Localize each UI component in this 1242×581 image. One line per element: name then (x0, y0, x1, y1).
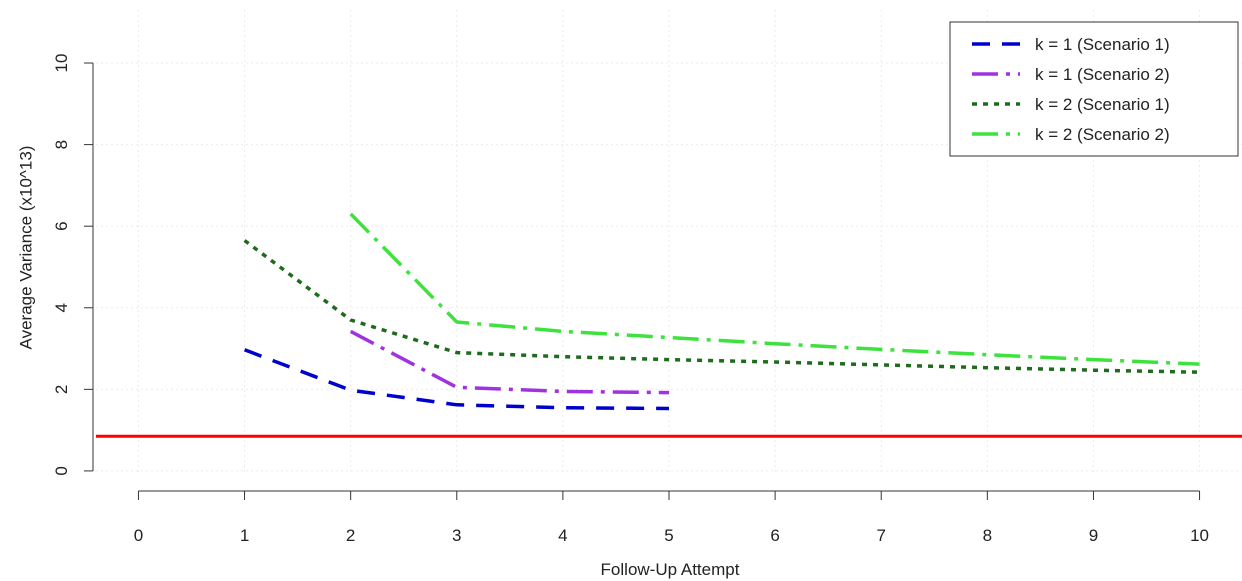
x-tick-label: 1 (240, 526, 249, 545)
legend-label-2: k = 1 (Scenario 2) (1035, 65, 1170, 84)
legend-label-3: k = 2 (Scenario 1) (1035, 95, 1170, 114)
y-tick-label: 2 (52, 385, 71, 394)
y-tick-label: 8 (52, 140, 71, 149)
x-tick-label: 5 (664, 526, 673, 545)
x-tick-label: 7 (876, 526, 885, 545)
y-tick-label: 0 (52, 466, 71, 475)
y-axis-title: Average Variance (x10^13) (16, 146, 35, 350)
series-line-3 (243, 239, 1200, 374)
series-line-2 (349, 329, 670, 395)
series-layer (243, 212, 1200, 411)
x-tick-label: 10 (1190, 526, 1209, 545)
y-tick-label: 4 (52, 303, 71, 312)
x-tick-label: 9 (1089, 526, 1098, 545)
x-axis-title: Follow-Up Attempt (601, 560, 740, 579)
x-tick-label: 2 (346, 526, 355, 545)
x-tick-label: 6 (770, 526, 779, 545)
y-tick-label: 6 (52, 221, 71, 230)
x-tick-label: 0 (134, 526, 143, 545)
legend-label-4: k = 2 (Scenario 2) (1035, 125, 1170, 144)
axes: 0 1 2 3 4 5 6 7 8 9 10 0 2 4 6 8 10 (52, 54, 1209, 545)
y-tick-label: 10 (52, 54, 71, 73)
x-tick-label: 4 (558, 526, 567, 545)
x-tick-label: 8 (983, 526, 992, 545)
x-tick-label: 3 (452, 526, 461, 545)
series-line-4 (349, 212, 1200, 366)
legend-label-1: k = 1 (Scenario 1) (1035, 35, 1170, 54)
legend: k = 1 (Scenario 1) k = 1 (Scenario 2) k = … (949, 21, 1239, 157)
series-line-1 (243, 348, 670, 411)
